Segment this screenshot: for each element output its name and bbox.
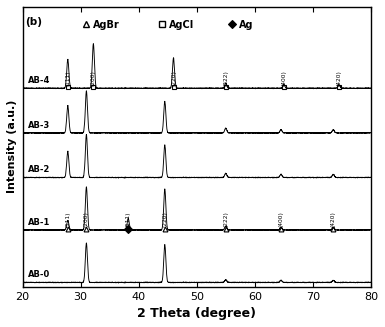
Text: AB-2: AB-2 <box>28 165 51 174</box>
Text: AgBr: AgBr <box>93 20 120 30</box>
Text: (400): (400) <box>281 70 286 86</box>
Text: (220): (220) <box>171 70 176 86</box>
X-axis label: 2 Theta (degree): 2 Theta (degree) <box>137 307 256 320</box>
Text: (400): (400) <box>278 212 283 227</box>
Text: Ag: Ag <box>239 20 253 30</box>
Text: (200): (200) <box>84 212 89 227</box>
Text: (b): (b) <box>25 17 42 27</box>
Text: (200): (200) <box>91 70 96 86</box>
Text: (111): (111) <box>65 212 70 227</box>
Text: (222): (222) <box>223 212 228 227</box>
Text: (111): (111) <box>126 212 131 227</box>
Text: AB-0: AB-0 <box>28 270 50 279</box>
Text: (420): (420) <box>336 70 341 86</box>
Text: AB-4: AB-4 <box>28 76 51 85</box>
Text: (111): (111) <box>65 70 70 86</box>
Text: AB-1: AB-1 <box>28 218 51 227</box>
Text: (222): (222) <box>223 70 228 86</box>
Text: AgCl: AgCl <box>169 20 194 30</box>
Text: AB-3: AB-3 <box>28 121 50 130</box>
Text: (220): (220) <box>162 212 167 227</box>
Y-axis label: Intensity (a.u.): Intensity (a.u.) <box>7 100 17 194</box>
Text: (420): (420) <box>331 212 336 227</box>
